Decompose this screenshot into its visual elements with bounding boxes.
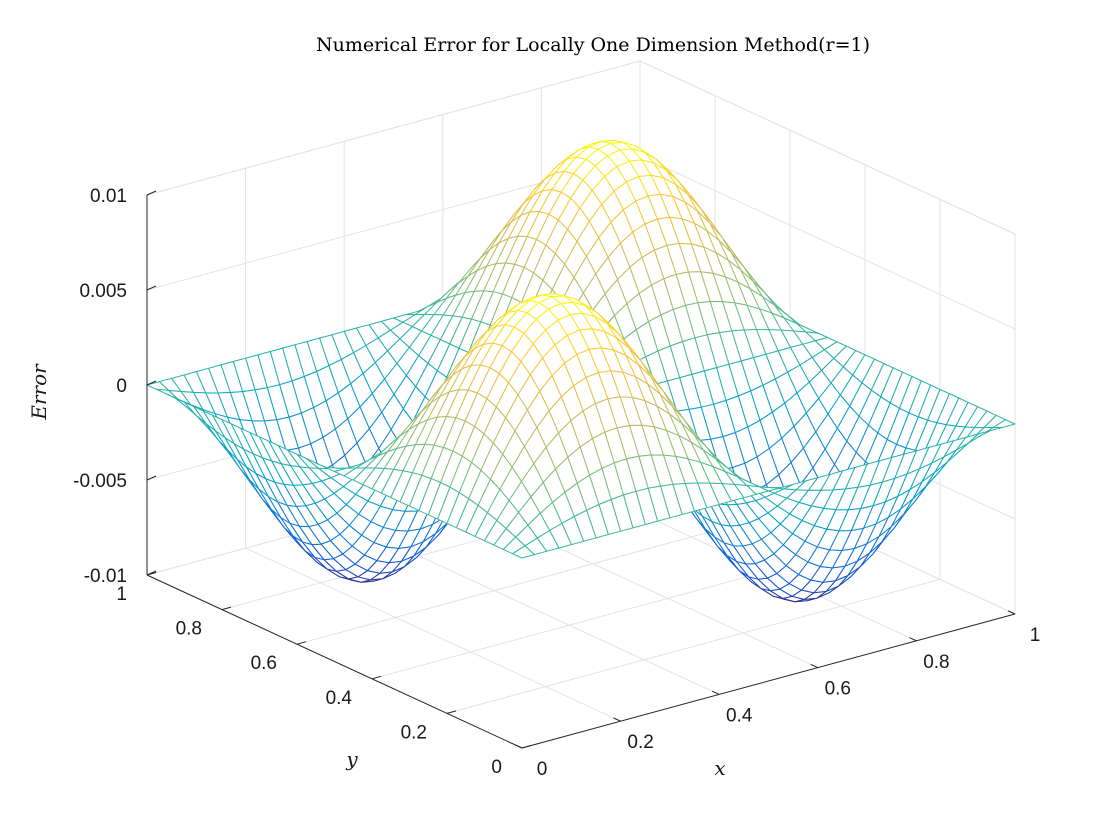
tick-labels: 00.20.40.60.8100.20.40.60.81-0.01-0.0050…: [73, 186, 1040, 780]
error-mesh-surface: [146, 139, 1016, 603]
y-tick-mark: [371, 675, 382, 680]
z-tick-label: -0.005: [73, 471, 127, 492]
y-tick-label: 0: [491, 757, 502, 778]
y-tick-mark: [521, 745, 532, 749]
grid-line-floor-x-1: [245, 547, 621, 722]
z-tick-mark: [146, 285, 157, 291]
y-tick-label: 0.4: [326, 688, 353, 709]
z-tick-mark: [146, 475, 157, 481]
z-axis-label: Error: [27, 363, 51, 421]
mesh-cell: [512, 545, 535, 559]
x-axis-label: x: [714, 756, 725, 780]
x-tick-mark: [613, 717, 621, 722]
x-tick-label: 0.6: [825, 679, 851, 700]
y-tick-label: 0.2: [401, 722, 427, 743]
z-tick-mark: [146, 380, 157, 386]
y-axis-label: y: [345, 747, 358, 771]
x-tick-mark: [1007, 610, 1016, 615]
x-tick-mark: [711, 690, 720, 695]
y-tick-label: 1: [116, 584, 127, 605]
y-tick-mark: [296, 641, 307, 645]
x-tick-label: 1: [1030, 625, 1041, 646]
x-tick-label: 0.8: [923, 652, 949, 673]
y-tick-label: 0.8: [176, 619, 202, 640]
x-tick-mark: [810, 663, 819, 669]
z-tick-label: 0.005: [79, 281, 127, 302]
x-tick-label: 0.2: [627, 732, 653, 753]
z-tick-label: -0.01: [84, 566, 127, 587]
z-tick-label: 0: [116, 376, 127, 397]
y-tick-mark: [446, 710, 457, 714]
y-tick-label: 0.6: [251, 653, 277, 674]
y-axis-line: [146, 574, 523, 749]
y-tick-mark: [221, 606, 232, 611]
z-tick-label: 0.01: [90, 186, 127, 207]
grid-line-floor-y-1: [446, 578, 941, 714]
z-tick-mark: [146, 570, 157, 576]
x-tick-mark: [514, 744, 523, 749]
z-tick-mark: [146, 190, 157, 196]
x-tick-mark: [909, 637, 917, 642]
x-tick-label: 0: [537, 759, 548, 780]
axes-lines: [146, 190, 1016, 749]
chart-title: Numerical Error for Locally One Dimensio…: [316, 34, 870, 56]
x-axis-line: [521, 613, 1016, 749]
x-tick-label: 0.4: [726, 705, 753, 726]
